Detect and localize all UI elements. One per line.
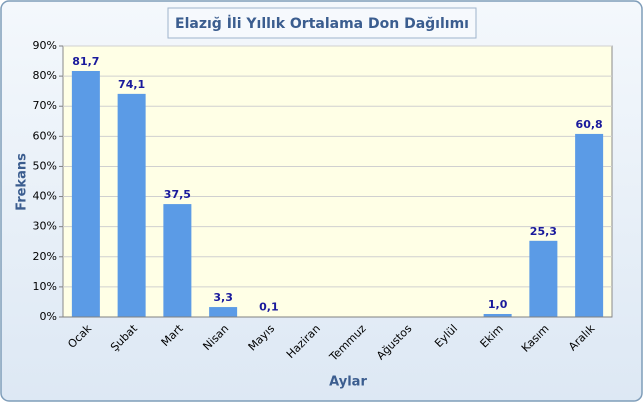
y-tick-label: 40% bbox=[33, 190, 57, 203]
bar bbox=[209, 307, 238, 317]
value-label: 3,3 bbox=[213, 291, 233, 304]
value-label: 81,7 bbox=[72, 55, 99, 68]
y-tick-label: 70% bbox=[33, 99, 57, 112]
bar bbox=[71, 70, 100, 318]
y-axis-title: Frekans bbox=[15, 153, 30, 211]
bar bbox=[163, 204, 192, 317]
y-tick-label: 20% bbox=[33, 250, 57, 263]
y-tick-label: 0% bbox=[40, 310, 57, 323]
x-axis-title: Aylar bbox=[329, 375, 367, 390]
value-label: 60,8 bbox=[576, 118, 603, 131]
y-tick-label: 50% bbox=[33, 159, 57, 172]
bar bbox=[117, 93, 146, 317]
y-tick-label: 90% bbox=[33, 39, 57, 52]
value-label: 25,3 bbox=[530, 225, 557, 238]
y-tick-label: 30% bbox=[33, 220, 57, 233]
value-label: 74,1 bbox=[118, 78, 145, 91]
y-tick-label: 80% bbox=[33, 69, 57, 82]
bar bbox=[529, 240, 558, 317]
y-tick-label: 10% bbox=[33, 280, 57, 293]
bar bbox=[483, 313, 512, 317]
value-label: 1,0 bbox=[488, 298, 508, 311]
value-label: 37,5 bbox=[164, 188, 191, 201]
value-label: 0,1 bbox=[259, 301, 279, 314]
title-box bbox=[167, 7, 477, 39]
y-tick-label: 60% bbox=[33, 129, 57, 142]
bar bbox=[575, 133, 604, 317]
chart-title: Elazığ İli Yıllık Ortalama Don Dağılımı bbox=[175, 15, 469, 32]
